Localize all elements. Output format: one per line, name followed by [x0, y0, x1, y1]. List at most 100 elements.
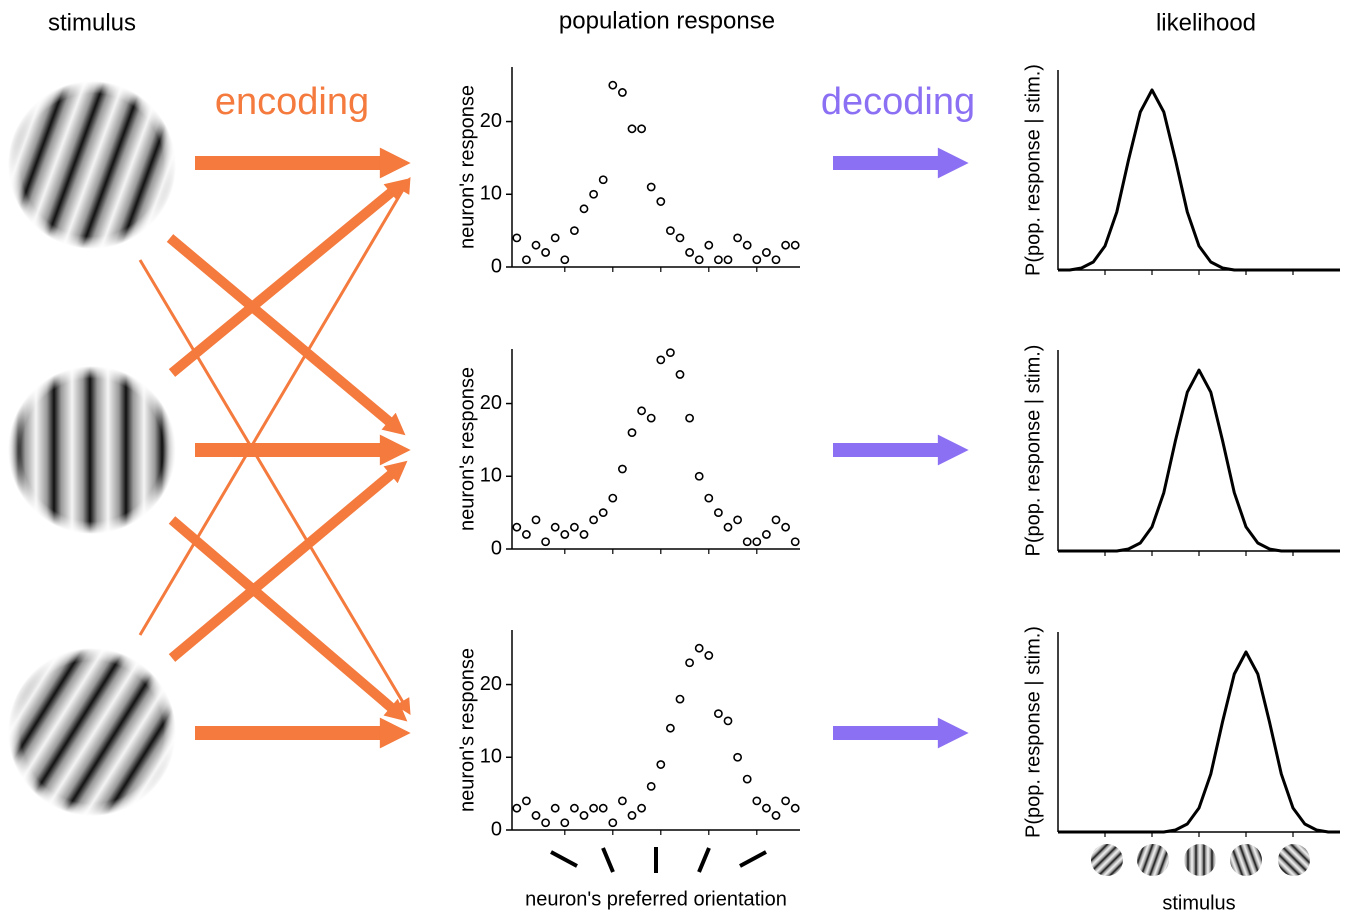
data-point [694, 255, 704, 265]
y-tick-label: 20 [480, 392, 502, 414]
data-point [512, 522, 522, 532]
data-point [733, 515, 742, 525]
data-point [781, 240, 790, 250]
x-axis-label: neuron's preferred orientation [525, 888, 787, 910]
data-point [656, 760, 666, 769]
data-point [598, 508, 608, 518]
data-point [560, 255, 570, 265]
data-point [512, 803, 522, 813]
grating [8, 648, 176, 816]
data-point [646, 182, 656, 192]
arrow [138, 259, 411, 716]
data-point [589, 803, 598, 813]
y-tick-label: 0 [491, 255, 502, 277]
stimulus-icon [1184, 844, 1216, 876]
data-point [618, 796, 627, 806]
data-point [790, 803, 800, 813]
data-point [618, 88, 627, 97]
data-point [742, 537, 752, 547]
y-tick-label: 0 [491, 537, 502, 559]
y-axis-label: neuron's response [456, 85, 478, 249]
data-point [570, 226, 579, 236]
arrow [168, 460, 408, 662]
data-point [579, 530, 589, 539]
likelihood-curve [1058, 368, 1340, 553]
column-title: population response [559, 7, 775, 34]
data-point [675, 694, 685, 704]
data-point [685, 658, 694, 668]
y-axis-label: P(pop. response | stim.) [1022, 626, 1044, 838]
grating [8, 81, 176, 249]
data-point [646, 781, 656, 791]
data-point [627, 124, 637, 134]
y-tick-label: 10 [480, 183, 502, 205]
data-point [675, 370, 685, 379]
encoding-arrows [138, 147, 411, 749]
data-point [550, 803, 560, 813]
y-tick-label: 0 [491, 818, 502, 840]
data-point [598, 803, 608, 813]
data-point [550, 522, 560, 532]
data-point [781, 522, 790, 532]
data-point [714, 709, 723, 719]
data-point [694, 471, 704, 481]
likelihood-curve [1058, 650, 1340, 834]
column-title: stimulus [48, 9, 136, 36]
data-point [685, 248, 694, 257]
arrow [138, 176, 411, 636]
decoding-label: decoding [821, 81, 975, 123]
arrow [166, 234, 406, 436]
data-point [531, 515, 541, 525]
decoding-arrows [833, 147, 969, 749]
data-point [723, 716, 733, 726]
orientation-icons [550, 847, 767, 873]
y-axis-label: neuron's response [456, 648, 478, 812]
data-point [560, 530, 570, 539]
data-point [608, 818, 618, 828]
data-point [714, 508, 723, 518]
data-point [723, 255, 733, 265]
data-point [637, 406, 646, 416]
data-point [541, 818, 550, 828]
y-axis-label: P(pop. response | stim.) [1022, 345, 1044, 557]
data-point [531, 811, 541, 820]
data-point [637, 803, 646, 813]
data-point [704, 651, 714, 660]
gratings [8, 81, 176, 816]
data-point [598, 175, 608, 185]
data-point [742, 240, 752, 250]
data-point [656, 197, 666, 206]
data-point [570, 803, 579, 813]
data-point [589, 515, 598, 525]
column-title: likelihood [1156, 9, 1256, 36]
data-point [675, 233, 685, 243]
data-point [637, 124, 646, 134]
data-point [512, 233, 522, 243]
data-point [742, 774, 752, 784]
orientation-bar [739, 850, 767, 868]
data-point [790, 240, 800, 250]
orientation-bar [697, 847, 711, 873]
y-tick-label: 10 [480, 746, 502, 768]
data-point [627, 811, 637, 820]
data-point [752, 255, 762, 265]
data-point [723, 522, 733, 532]
likelihood-curve [1058, 88, 1340, 272]
data-point [771, 255, 781, 265]
y-tick-label: 20 [480, 110, 502, 132]
y-axis-label: P(pop. response | stim.) [1022, 64, 1044, 276]
data-point [771, 811, 781, 820]
data-point [570, 522, 579, 532]
x-axis-label: stimulus [1162, 892, 1235, 914]
data-point [762, 530, 771, 539]
stimulus-icon [1230, 844, 1262, 876]
orientation-bar [550, 850, 578, 868]
data-point [752, 796, 762, 806]
data-point [733, 752, 742, 762]
data-point [704, 240, 714, 250]
data-point [579, 204, 589, 214]
y-tick-label: 20 [480, 673, 502, 695]
arrow [168, 178, 408, 377]
